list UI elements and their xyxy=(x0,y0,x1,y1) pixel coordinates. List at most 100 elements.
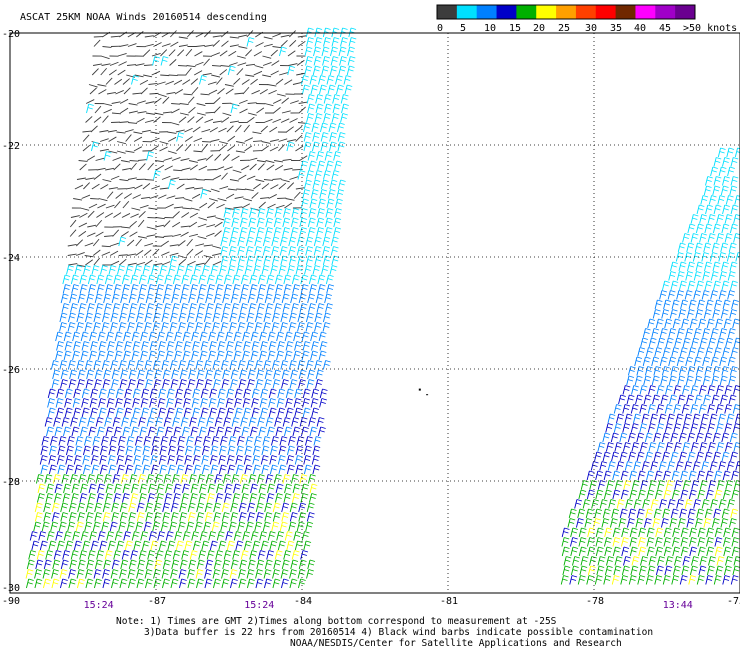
wind-barb-feather xyxy=(263,464,270,467)
wind-barb xyxy=(212,322,216,332)
wind-barb-feather xyxy=(273,236,280,239)
wind-barb-feather xyxy=(659,337,666,340)
wind-barb xyxy=(34,569,38,579)
wind-barb xyxy=(187,379,191,389)
wind-barb-feather xyxy=(239,316,245,319)
wind-barb-feather xyxy=(277,208,283,211)
wind-barb-feather xyxy=(188,521,195,524)
wind-barb-feather xyxy=(188,572,194,575)
wind-barb-feather xyxy=(688,242,695,245)
wind-barb xyxy=(153,578,157,589)
wind-barb xyxy=(322,246,326,256)
wind-barb-feather xyxy=(113,512,120,515)
wind-barb-feather xyxy=(333,236,339,239)
wind-barb xyxy=(313,236,317,247)
wind-barb-feather xyxy=(311,202,317,205)
wind-barb-feather xyxy=(106,303,112,306)
wind-barb-feather xyxy=(321,392,327,395)
wind-barb-feather xyxy=(139,578,145,581)
wind-barb-feather xyxy=(129,506,136,509)
wind-barb-feather xyxy=(92,458,98,461)
wind-barb xyxy=(130,550,134,560)
wind-barb xyxy=(320,179,325,190)
legend-swatch xyxy=(615,5,636,19)
wind-barb-feather xyxy=(32,531,38,534)
wind-barb xyxy=(189,303,193,313)
wind-barb xyxy=(70,550,74,560)
wind-barb-feather xyxy=(319,303,325,306)
wind-barb-feather xyxy=(237,468,243,471)
wind-barb xyxy=(76,578,81,589)
wind-barb xyxy=(236,68,244,76)
wind-barb-feather xyxy=(239,246,246,249)
wind-barb xyxy=(220,521,224,532)
wind-barb xyxy=(281,369,285,380)
wind-barb xyxy=(220,65,230,67)
wind-barb-feather xyxy=(290,572,296,575)
wind-barb xyxy=(263,360,267,370)
wind-barb-feather xyxy=(304,344,310,347)
wind-barb-feather xyxy=(255,265,261,268)
wind-barb-feather xyxy=(256,325,262,328)
wind-barb-feather xyxy=(95,521,101,524)
wind-barb-feather xyxy=(230,445,236,448)
wind-barb-feather xyxy=(82,483,88,486)
wind-barb xyxy=(47,398,51,408)
wind-barb xyxy=(251,192,259,199)
wind-barb-feather xyxy=(285,208,291,211)
wind-barb-feather xyxy=(216,369,222,372)
wind-barb xyxy=(246,578,251,589)
wind-barb xyxy=(296,236,300,247)
wind-barb xyxy=(78,230,87,237)
wind-barb-feather xyxy=(104,322,110,325)
wind-barb-feather xyxy=(172,373,179,376)
wind-barb xyxy=(292,493,296,503)
wind-barb-feather xyxy=(92,388,99,391)
wind-barb-feather xyxy=(270,544,277,547)
wind-barb-feather xyxy=(242,553,248,556)
wind-barb-feather xyxy=(269,284,275,287)
wind-barb xyxy=(168,265,172,275)
wind-barb-feather xyxy=(196,363,203,366)
wind-barb xyxy=(258,483,262,494)
wind-barb-feather xyxy=(710,337,717,340)
wind-barb-feather xyxy=(293,474,299,477)
wind-barb-feather xyxy=(225,211,231,214)
wind-barb xyxy=(700,195,704,205)
wind-barb-feather xyxy=(76,464,83,467)
wind-barb-feather xyxy=(255,525,262,528)
wind-barb xyxy=(709,252,713,262)
wind-barb-feather xyxy=(185,531,191,534)
wind-barb xyxy=(158,388,162,399)
wind-barb-feather xyxy=(193,483,199,486)
wind-barb-feather xyxy=(308,37,314,40)
wind-barb xyxy=(269,126,278,133)
wind-barb xyxy=(155,236,165,238)
wind-barb-feather xyxy=(153,265,159,268)
wind-barb xyxy=(151,53,161,57)
wind-barb xyxy=(144,312,148,323)
wind-barb-feather xyxy=(127,540,133,543)
wind-barb-feather xyxy=(95,436,101,439)
wind-barb-feather xyxy=(253,344,259,347)
wind-barb-feather xyxy=(95,382,101,385)
wind-barb xyxy=(173,483,177,494)
wind-barb-feather xyxy=(310,287,317,290)
wind-barb-feather xyxy=(238,464,244,467)
wind-barb-feather xyxy=(324,56,330,59)
wind-barb xyxy=(197,417,201,427)
wind-barb-feather xyxy=(721,328,728,331)
wind-barb xyxy=(175,540,180,551)
wind-barb-feather xyxy=(670,271,677,274)
wind-barb xyxy=(199,331,203,342)
wind-barb xyxy=(293,331,297,342)
wind-barb xyxy=(290,474,295,484)
wind-barb xyxy=(712,261,716,272)
wind-barb-feather xyxy=(318,293,324,296)
wind-barb-feather xyxy=(251,430,257,433)
wind-barb xyxy=(276,350,280,361)
wind-barb-feather xyxy=(37,512,43,515)
wind-barb-feather xyxy=(331,50,337,53)
wind-barb-feather xyxy=(225,496,231,499)
wind-barb-feather xyxy=(200,487,206,490)
